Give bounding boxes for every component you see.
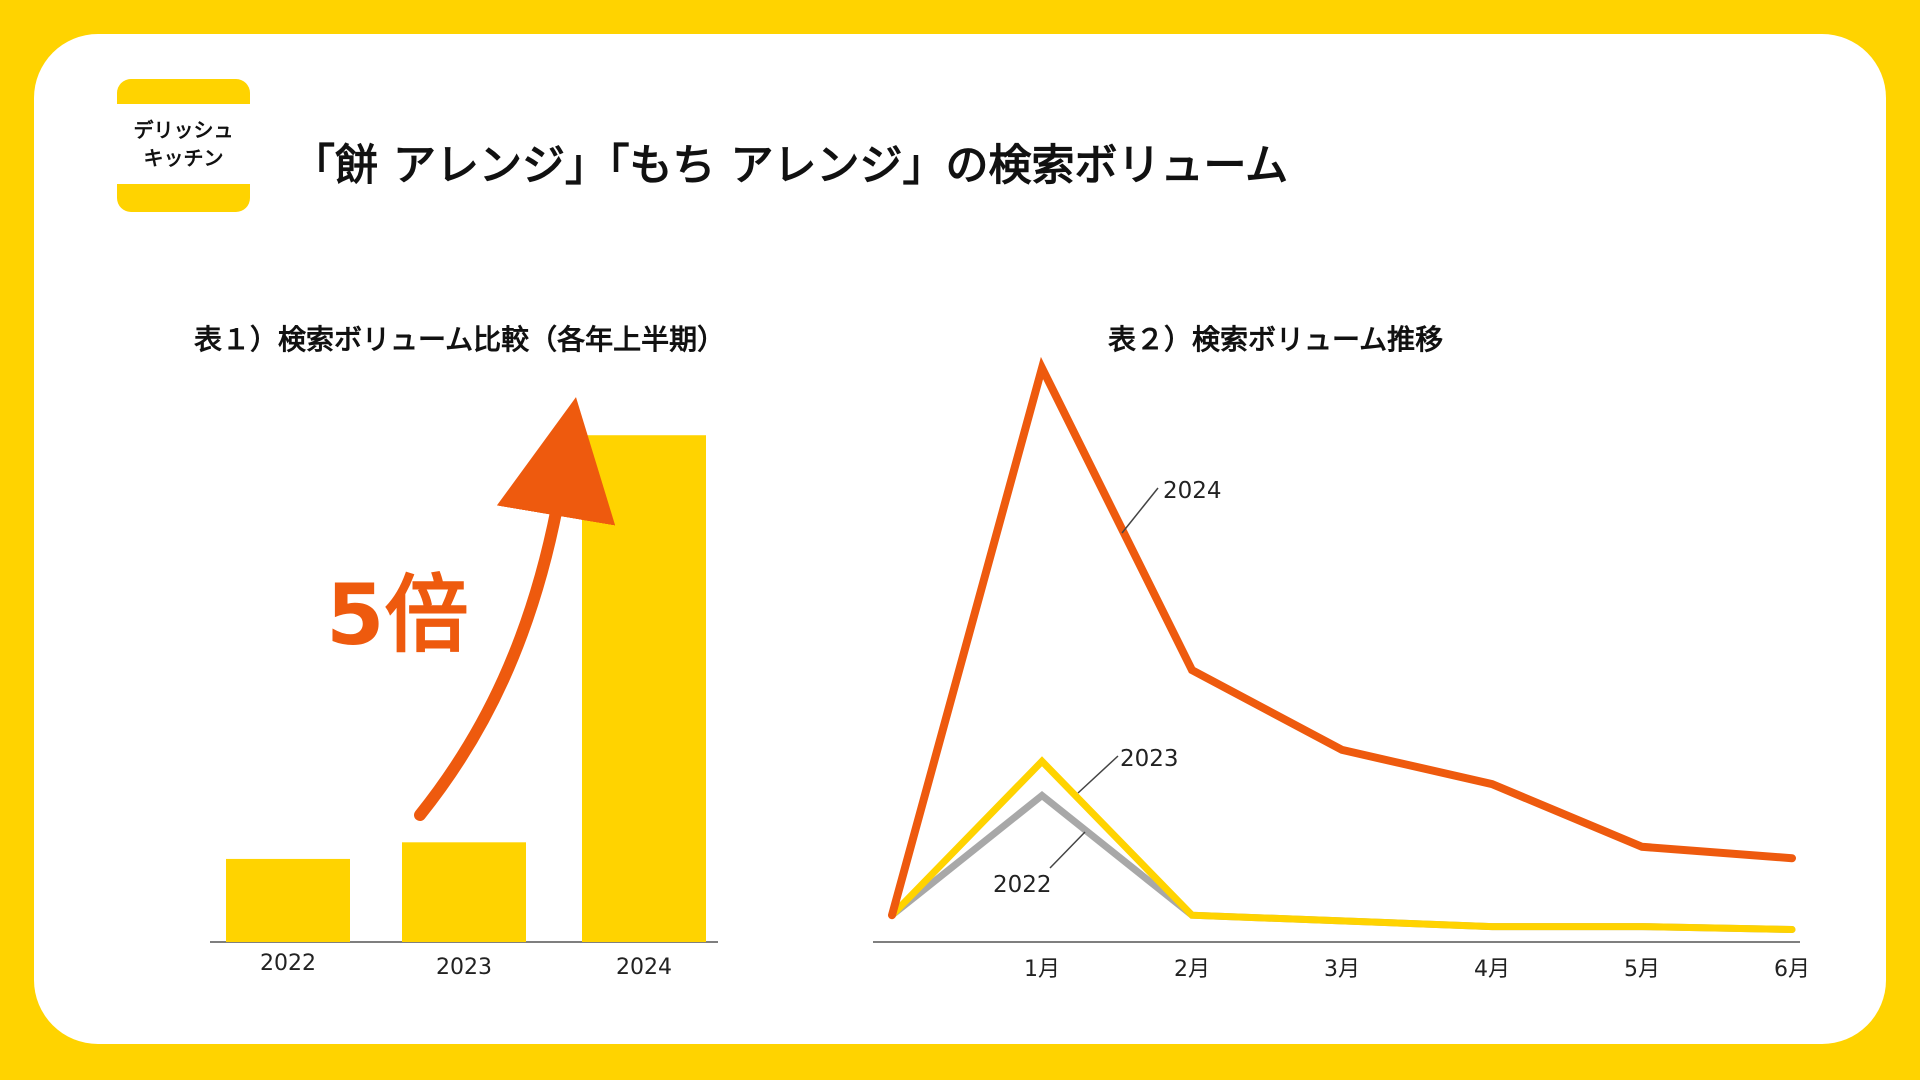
logo-line-2: キッチン [143, 146, 224, 170]
logo-text-panel: デリッシュ キッチン [117, 104, 250, 184]
month-tick-label: 2月 [1174, 957, 1210, 982]
multiplier-annotation: 5倍 [326, 566, 468, 664]
bar-tick-label: 2024 [616, 955, 672, 980]
brand-logo: デリッシュ キッチン [117, 79, 250, 212]
bar-chart: 2022 2023 2024 [210, 435, 718, 980]
series-line-2024 [888, 356, 1796, 920]
series-line-2022 [888, 791, 1796, 933]
series-label-2022: 2022 [993, 872, 1052, 898]
bar-chart-title: 表１）検索ボリューム比較（各年上半期） [194, 323, 726, 356]
page-title: 「餅 アレンジ」「もち アレンジ」の検索ボリューム [292, 141, 1289, 191]
series-leader-2024 [1121, 487, 1159, 534]
bar-2022 [226, 858, 350, 942]
series-leader-2022 [1049, 831, 1086, 869]
bar-2023 [402, 842, 526, 942]
line-chart-title: 表２）検索ボリューム推移 [1108, 323, 1444, 356]
month-tick-label: 1月 [1024, 957, 1060, 982]
series-leader-2023 [1077, 755, 1119, 794]
logo-line-1: デリッシュ [133, 118, 234, 142]
month-tick-label: 3月 [1324, 957, 1360, 982]
bar-tick-label: 2022 [260, 951, 316, 976]
bar-tick-label: 2023 [436, 955, 492, 980]
month-tick-label: 6月 [1774, 957, 1810, 982]
series-label-2024: 2024 [1163, 478, 1222, 504]
series-line-2023 [888, 756, 1796, 933]
growth-arrow [414, 397, 616, 821]
month-tick-label: 5月 [1624, 957, 1660, 982]
series-label-2023: 2023 [1120, 746, 1179, 772]
month-tick-label: 4月 [1474, 957, 1510, 982]
bar-2024 [582, 435, 706, 942]
line-chart: 1月 2月 3月 4月 5月 6月 2024 2023 2022 [873, 356, 1810, 982]
